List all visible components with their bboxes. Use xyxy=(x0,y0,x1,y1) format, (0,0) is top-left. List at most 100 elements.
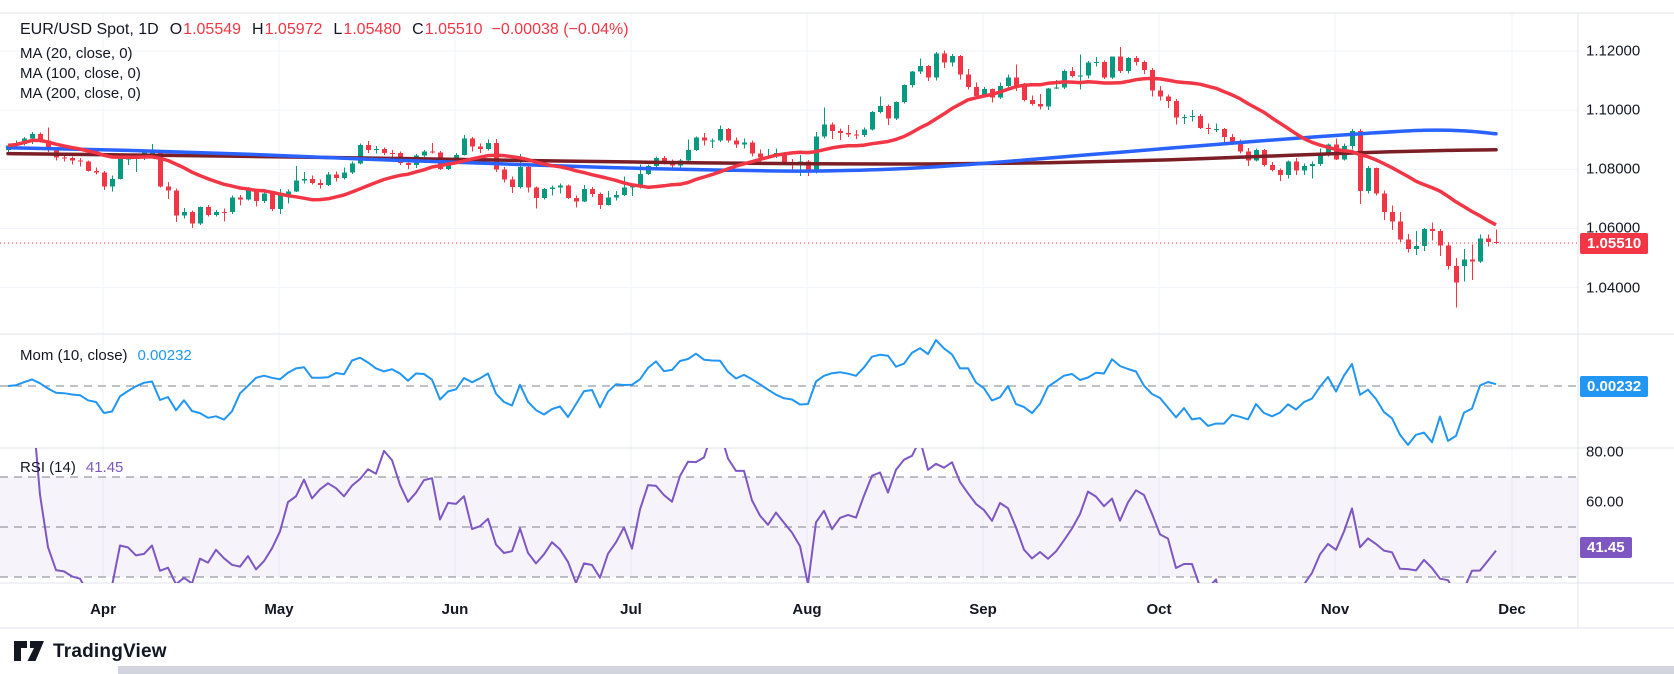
candle-body-down xyxy=(734,140,739,145)
ma200-legend[interactable]: MA (200, close, 0) xyxy=(20,85,141,102)
candle-body-up xyxy=(1094,61,1099,63)
candle-body-up xyxy=(110,179,115,187)
candle-body-down xyxy=(886,106,891,119)
ma100-legend-label: MA (100, close, 0) xyxy=(20,65,141,82)
candle-body-down xyxy=(430,151,435,153)
candlestick-series[interactable] xyxy=(6,46,1499,308)
candle-body-up xyxy=(326,174,331,185)
momentum-value: 0.00232 xyxy=(137,347,192,364)
candle-body-down xyxy=(62,157,67,159)
momentum-legend[interactable]: Mom (10, close) 0.00232 xyxy=(20,347,192,364)
rsi-axis-label: 60.00 xyxy=(1586,493,1624,511)
candle-body-down xyxy=(70,158,75,161)
candle-body-up xyxy=(638,173,643,186)
candle-body-down xyxy=(1486,238,1491,243)
candle-body-up xyxy=(558,185,563,188)
candle-body-down xyxy=(222,211,227,213)
candle-body-down xyxy=(1438,230,1443,246)
candle-body-down xyxy=(334,174,339,178)
rsi-badge: 41.45 xyxy=(1580,537,1632,558)
candle-body-down xyxy=(1070,70,1075,77)
bottom-scrollbar[interactable] xyxy=(118,666,1674,674)
candle-body-up xyxy=(518,166,523,188)
month-label-aug: Aug xyxy=(792,601,822,618)
month-label-jun: Jun xyxy=(441,601,469,618)
momentum-label: Mom (10, close) xyxy=(20,347,128,364)
candle-body-up xyxy=(150,152,155,154)
candle-body-down xyxy=(590,188,595,195)
rsi-label: RSI (14) xyxy=(20,459,76,476)
candle-body-up xyxy=(350,163,355,173)
candle-body-down xyxy=(1142,61,1147,71)
month-label-jul: Jul xyxy=(620,601,642,618)
candle-body-down xyxy=(270,193,275,209)
candle-body-up xyxy=(878,106,883,113)
rsi-line xyxy=(34,448,1497,583)
month-label-oct: Oct xyxy=(1146,601,1172,618)
candle-body-up xyxy=(1110,56,1115,78)
candle-body-down xyxy=(926,65,931,78)
candle-body-up xyxy=(278,195,283,209)
candle-body-up xyxy=(30,133,35,139)
candle-body-down xyxy=(158,152,163,187)
candle-body-down xyxy=(750,142,755,154)
candle-body-down xyxy=(1238,141,1243,152)
candle-body-down xyxy=(1446,245,1451,266)
candle-body-up xyxy=(1214,128,1219,130)
candle-body-up xyxy=(694,137,699,150)
candle-body-up xyxy=(286,191,291,196)
price-axis-label: 1.06000 xyxy=(1586,219,1641,237)
candle-body-down xyxy=(1270,164,1275,170)
candle-body-up xyxy=(230,197,235,213)
candle-body-up xyxy=(950,56,955,63)
candle-body-down xyxy=(966,74,971,88)
candle-body-down xyxy=(1382,193,1387,213)
candle-body-down xyxy=(830,124,835,131)
open-value: 1.05549 xyxy=(183,21,242,38)
rsi-legend[interactable]: RSI (14) 41.45 xyxy=(20,459,123,476)
candle-body-down xyxy=(974,87,979,96)
candle-body-up xyxy=(422,151,427,156)
candle-body-up xyxy=(118,158,123,180)
candle-body-down xyxy=(1358,130,1363,191)
candle-body-up xyxy=(934,53,939,78)
candle-body-up xyxy=(486,142,491,150)
candle-body-down xyxy=(382,149,387,153)
symbol-title: EUR/USD Spot, 1D xyxy=(20,21,159,38)
momentum-line xyxy=(7,339,1497,446)
candle-body-down xyxy=(1158,90,1163,97)
candle-body-up xyxy=(918,65,923,72)
ma20-legend[interactable]: MA (20, close, 0) xyxy=(20,45,133,62)
candle-body-down xyxy=(1150,70,1155,91)
candle-body-up xyxy=(1462,259,1467,266)
ma100-legend[interactable]: MA (100, close, 0) xyxy=(20,65,141,82)
candle-body-down xyxy=(526,166,531,188)
change-value: −0.00038 (−0.04%) xyxy=(491,21,629,38)
candle-body-down xyxy=(310,178,315,183)
candle-body-up xyxy=(126,158,131,160)
candle-body-up xyxy=(742,142,747,145)
ma20-line xyxy=(7,76,1497,227)
candle-body-up xyxy=(894,102,899,119)
rsi-value: 41.45 xyxy=(85,459,124,476)
candle-body-up xyxy=(374,149,379,151)
candle-body-down xyxy=(1174,100,1179,118)
candle-body-up xyxy=(814,136,819,173)
candle-body-down xyxy=(1230,137,1235,142)
candle-body-down xyxy=(406,162,411,166)
tradingview-attribution[interactable]: TradingView xyxy=(13,639,167,665)
candle-body-down xyxy=(470,138,475,147)
candle-body-up xyxy=(1350,130,1355,147)
candle-body-down xyxy=(1198,116,1203,128)
symbol-legend[interactable]: EUR/USD Spot, 1D O 1.05549 H 1.05972 L 1.05… xyxy=(20,21,629,39)
close-value: 1.05510 xyxy=(424,21,483,38)
candle-body-up xyxy=(246,190,251,200)
candle-body-down xyxy=(78,160,83,162)
candle-body-down xyxy=(1030,99,1035,105)
month-label-dec: Dec xyxy=(1498,601,1526,618)
candle-body-up xyxy=(462,138,467,156)
low-label: L xyxy=(333,21,343,38)
ma100-line xyxy=(6,128,1498,173)
